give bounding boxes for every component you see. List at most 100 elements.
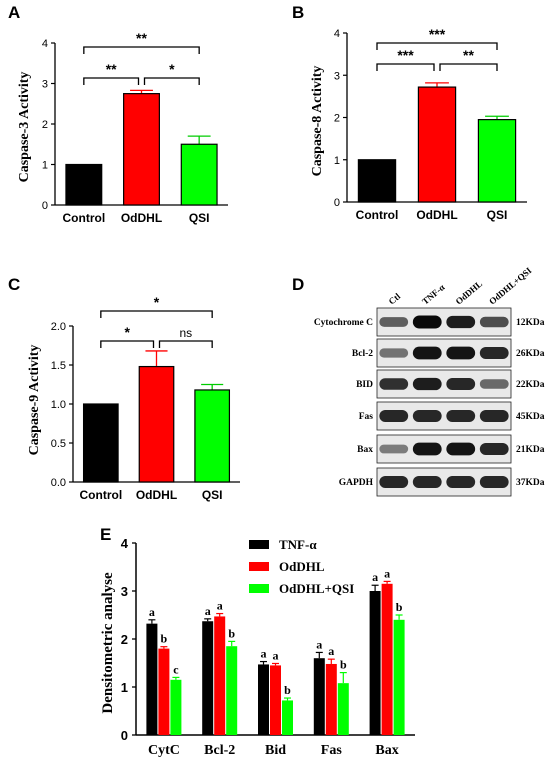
protein-band (412, 315, 442, 329)
y-tick-label: 0 (42, 200, 48, 212)
protein-band (412, 377, 442, 391)
significance-letter: b (284, 683, 291, 697)
bar-control (82, 403, 119, 483)
significance-bracket: *** (376, 47, 435, 71)
bar (146, 623, 158, 735)
significance-letter: a (372, 570, 378, 584)
y-tick-label: 3 (42, 79, 48, 91)
protein-band (379, 348, 409, 358)
molecular-weight-label: 37KDa (516, 478, 545, 488)
significance-bracket: ** (83, 61, 140, 85)
protein-label: Bcl-2 (352, 349, 373, 359)
panel-c: C Caspase-9 Activity 0.0 0.5 1.0 1.5 2.0 Cont… (8, 275, 240, 502)
x-tick-label: OdDHL (416, 208, 457, 222)
protein-band (379, 378, 409, 390)
panel-e-y-axis-label: Densitometric analyse (100, 572, 116, 714)
bar (170, 679, 182, 735)
bracket-line (83, 77, 140, 85)
y-tick-label: 1.5 (51, 360, 66, 372)
blot-row-gapdh: GAPDH 37KDa (339, 467, 545, 497)
protein-band (379, 410, 409, 422)
y-tick-label: 3 (121, 584, 128, 599)
y-tick-label: 4 (334, 28, 340, 40)
protein-band (446, 442, 476, 456)
legend-swatch (249, 540, 269, 549)
lane-label: Ctl (387, 291, 403, 307)
bar-control (65, 163, 103, 206)
protein-band (412, 346, 442, 360)
significance-letter: a (328, 644, 334, 658)
significance-label: ** (106, 61, 117, 77)
protein-label: Bax (357, 445, 373, 455)
y-tick-label: 4 (42, 38, 48, 50)
legend: TNF-α OdDHL OdDHL+QSI (249, 537, 354, 596)
bar-qsi (194, 389, 231, 483)
group-bid: a a b Bid (258, 647, 293, 758)
bar-control (357, 159, 397, 203)
lane-label: OdDHL (454, 279, 485, 307)
bar (313, 658, 325, 735)
panel-d-label: D (292, 275, 304, 294)
bar-oddhl (138, 365, 175, 483)
y-tick-label: 0.0 (51, 477, 66, 489)
lane-label: OdDHL+QSI (487, 265, 534, 306)
x-tick-label: Control (356, 208, 399, 222)
molecular-weight-label: 45KDa (516, 412, 545, 422)
panel-a-label: A (8, 3, 20, 22)
panel-b: B Caspase-8 Activity 0 1 2 3 4 Control OdDHL QS… (292, 3, 527, 222)
x-tick-label: QSI (487, 208, 508, 222)
bar-qsi (180, 143, 218, 206)
legend-swatch (249, 562, 269, 571)
significance-label: *** (397, 47, 414, 63)
protein-label: GAPDH (339, 478, 374, 488)
protein-band (379, 317, 409, 327)
protein-band (379, 444, 409, 454)
blot-row-cytochrome-c: Cytochrome C 12KDa (314, 307, 545, 337)
bar-oddhl (123, 93, 160, 206)
x-tick-label: QSI (202, 488, 223, 502)
protein-band (446, 315, 476, 329)
bracket-line (376, 63, 435, 71)
y-tick-label: 1 (121, 680, 128, 695)
significance-bracket: * (143, 61, 200, 85)
y-tick-label: 1 (334, 155, 340, 167)
protein-band (412, 442, 442, 456)
protein-band (446, 410, 476, 422)
bracket-line (100, 310, 213, 318)
bar (369, 591, 381, 735)
protein-band (446, 346, 476, 360)
x-tick-label: Bax (375, 743, 398, 758)
significance-letter: b (396, 600, 403, 614)
x-tick-label: Control (80, 488, 123, 502)
molecular-weight-label: 26KDa (516, 349, 545, 359)
legend-label: TNF-α (279, 537, 317, 552)
x-tick-label: CytC (148, 743, 180, 758)
blot-row-bax: Bax 21KDa (357, 434, 545, 464)
significance-letter: a (316, 637, 322, 651)
bar (337, 683, 349, 735)
y-tick-label: 2 (42, 119, 48, 131)
molecular-weight-label: 12KDa (516, 318, 545, 328)
bracket-line (100, 340, 155, 348)
protein-band (479, 410, 509, 422)
y-tick-label: 2 (334, 113, 340, 125)
significance-letter: a (261, 647, 267, 661)
significance-label: * (169, 61, 175, 77)
bar-qsi (477, 119, 517, 203)
x-tick-label: Bid (265, 743, 286, 758)
bar (325, 663, 337, 735)
bar (226, 646, 238, 735)
significance-label: ** (136, 30, 147, 46)
legend-label: OdDHL (279, 559, 325, 574)
legend-swatch (249, 584, 269, 593)
significance-letter: a (273, 648, 279, 662)
significance-letter: b (228, 626, 235, 640)
panel-c-label: C (8, 275, 20, 294)
significance-label: * (154, 294, 160, 310)
y-tick-label: 4 (121, 536, 129, 551)
significance-letter: a (205, 604, 211, 618)
bar-oddhl (417, 86, 457, 203)
significance-bracket: *** (376, 26, 498, 50)
